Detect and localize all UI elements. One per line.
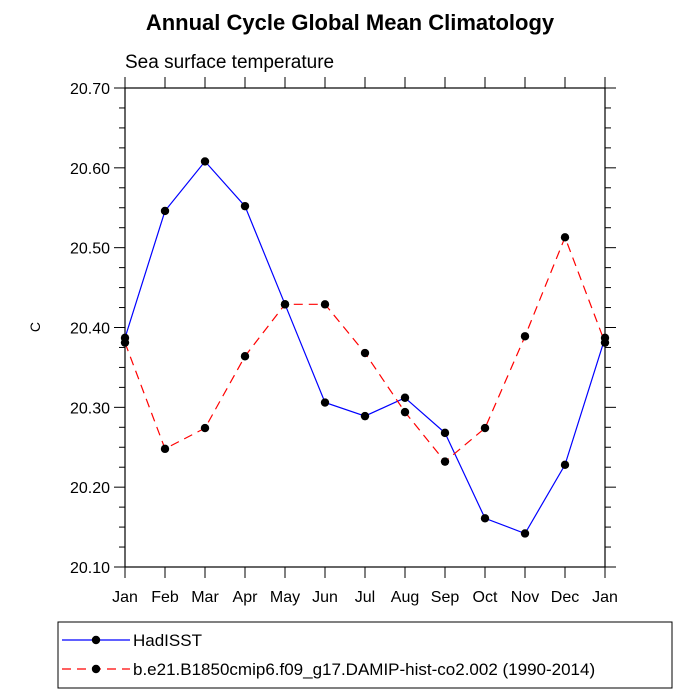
series-2-point: [440, 457, 450, 466]
plot-frame: [124, 87, 606, 568]
series-1-point: [240, 201, 250, 211]
x-tick-label: Dec: [551, 589, 579, 606]
x-tick-label: Mar: [191, 589, 219, 606]
series-1-point: [520, 529, 530, 538]
series-2-point: [600, 338, 610, 347]
x-tick-label: May: [270, 589, 300, 606]
y-tick-label: 20.30: [70, 400, 110, 417]
y-tick-label: 20.70: [70, 81, 110, 98]
series-2-point: [360, 348, 370, 358]
x-tick-label: Oct: [473, 589, 498, 606]
x-tick-label: Apr: [233, 589, 259, 606]
chart-title: Annual Cycle Global Mean Climatology: [146, 10, 555, 35]
y-axis-label: C: [27, 322, 43, 332]
x-tick-label: Aug: [391, 589, 419, 606]
legend-marker-2: [91, 664, 101, 674]
x-tick-labels: Jan Feb Mar Apr May Jun Jul Aug Sep Oct Nov Dec Jan: [112, 589, 618, 606]
series-1-point: [360, 411, 370, 421]
y-tick-label: 20.10: [70, 560, 110, 577]
legend-box: [57, 621, 673, 689]
series-2-point: [160, 444, 170, 454]
series-1-point: [160, 206, 170, 216]
series-1-point: [200, 157, 210, 166]
x-tick-label: Sep: [431, 589, 460, 606]
y-tick-label: 20.40: [70, 321, 110, 338]
x-tick-label: Jan: [112, 589, 138, 606]
chart-subtitle: Sea surface temperature: [125, 52, 334, 73]
x-tick-label: Feb: [151, 589, 179, 606]
series-1-point: [400, 393, 410, 402]
x-tick-label: Jul: [355, 589, 375, 606]
series-2-point: [560, 233, 570, 242]
series-2-point: [320, 300, 330, 309]
x-tick-label: Jun: [312, 589, 338, 606]
series-2-point: [520, 332, 530, 341]
series-2-point: [240, 352, 250, 361]
y-tick-label: 20.50: [70, 241, 110, 258]
series-2-point: [480, 423, 490, 433]
y-tick-label: 20.60: [70, 161, 110, 178]
series-1-point: [440, 428, 450, 438]
series-2-point: [120, 338, 130, 347]
series-2-point: [400, 407, 410, 417]
series-layer: [120, 157, 610, 538]
series-1-point: [320, 398, 330, 407]
axis-ticks: [114, 77, 616, 578]
y-tick-label: 20.20: [70, 480, 110, 497]
legend: HadISST b.e21.B1850cmip6.f09_g17.DAMIP-hi…: [62, 631, 595, 679]
legend-label-1: HadISST: [133, 631, 202, 650]
series-line-1: [124, 160, 606, 535]
series-2-point: [200, 423, 210, 433]
legend-marker-1: [91, 635, 101, 645]
series-2-point: [280, 300, 290, 309]
legend-label-2: b.e21.B1850cmip6.f09_g17.DAMIP-hist-co2.…: [133, 660, 595, 679]
x-tick-label: Jan: [592, 589, 618, 606]
y-tick-labels: 20.10 20.20 20.30 20.40 20.50 20.60 20.70: [70, 81, 110, 577]
series-1-point: [480, 514, 490, 523]
x-tick-label: Nov: [511, 589, 539, 606]
series-1-point: [560, 460, 570, 470]
